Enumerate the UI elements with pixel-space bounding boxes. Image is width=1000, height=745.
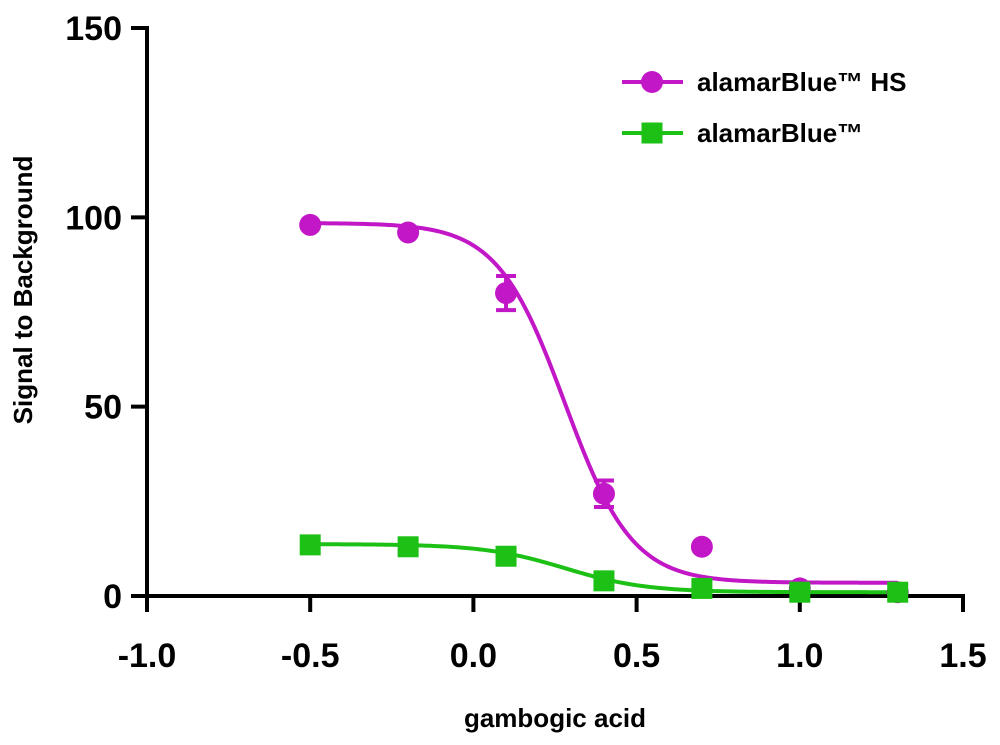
legend-marker-alamarblue	[641, 122, 663, 144]
legend-label-alamarblue: alamarBlue™	[697, 118, 863, 148]
data-point-alamarblue	[691, 577, 713, 599]
data-point-alamarblue	[299, 534, 321, 556]
data-point-alamarblue-hs	[299, 213, 322, 236]
data-point-alamarblue	[495, 545, 517, 567]
fit-curve-alamarblue-hs	[310, 221, 898, 585]
data-point-alamarblue	[789, 581, 811, 603]
legend: alamarBlue™ HS alamarBlue™	[622, 67, 907, 148]
data-point-alamarblue-hs	[397, 221, 420, 244]
y-tick-label: 150	[65, 10, 122, 48]
x-tick-label: 0.0	[450, 637, 497, 675]
y-tick-label: 100	[65, 199, 122, 237]
legend-label-alamarblue-hs: alamarBlue™ HS	[697, 67, 907, 97]
x-tick-label: 0.5	[613, 637, 660, 675]
legend-marker-alamarblue-hs	[641, 71, 663, 93]
x-tick-label: -1.0	[118, 637, 177, 675]
axes: -1.0 -0.5 0.0 0.5 1.0 1.5 0 50 100 150	[65, 10, 986, 675]
data-point-alamarblue-hs	[495, 282, 518, 305]
x-axis-label: gambogic acid	[464, 703, 646, 733]
x-tick-label: 1.5	[939, 637, 986, 675]
data-point-alamarblue	[593, 570, 615, 592]
data-point-alamarblue-hs	[690, 535, 713, 558]
data-point-alamarblue	[887, 581, 909, 603]
y-tick-label: 0	[103, 578, 122, 616]
data-point-alamarblue	[397, 536, 419, 558]
x-tick-label: 1.0	[776, 637, 823, 675]
y-tick-label: 50	[84, 389, 122, 427]
x-tick-label: -0.5	[281, 637, 340, 675]
data-point-alamarblue-hs	[592, 482, 615, 505]
data-points	[299, 213, 909, 604]
y-axis-label: Signal to Background	[8, 156, 38, 425]
